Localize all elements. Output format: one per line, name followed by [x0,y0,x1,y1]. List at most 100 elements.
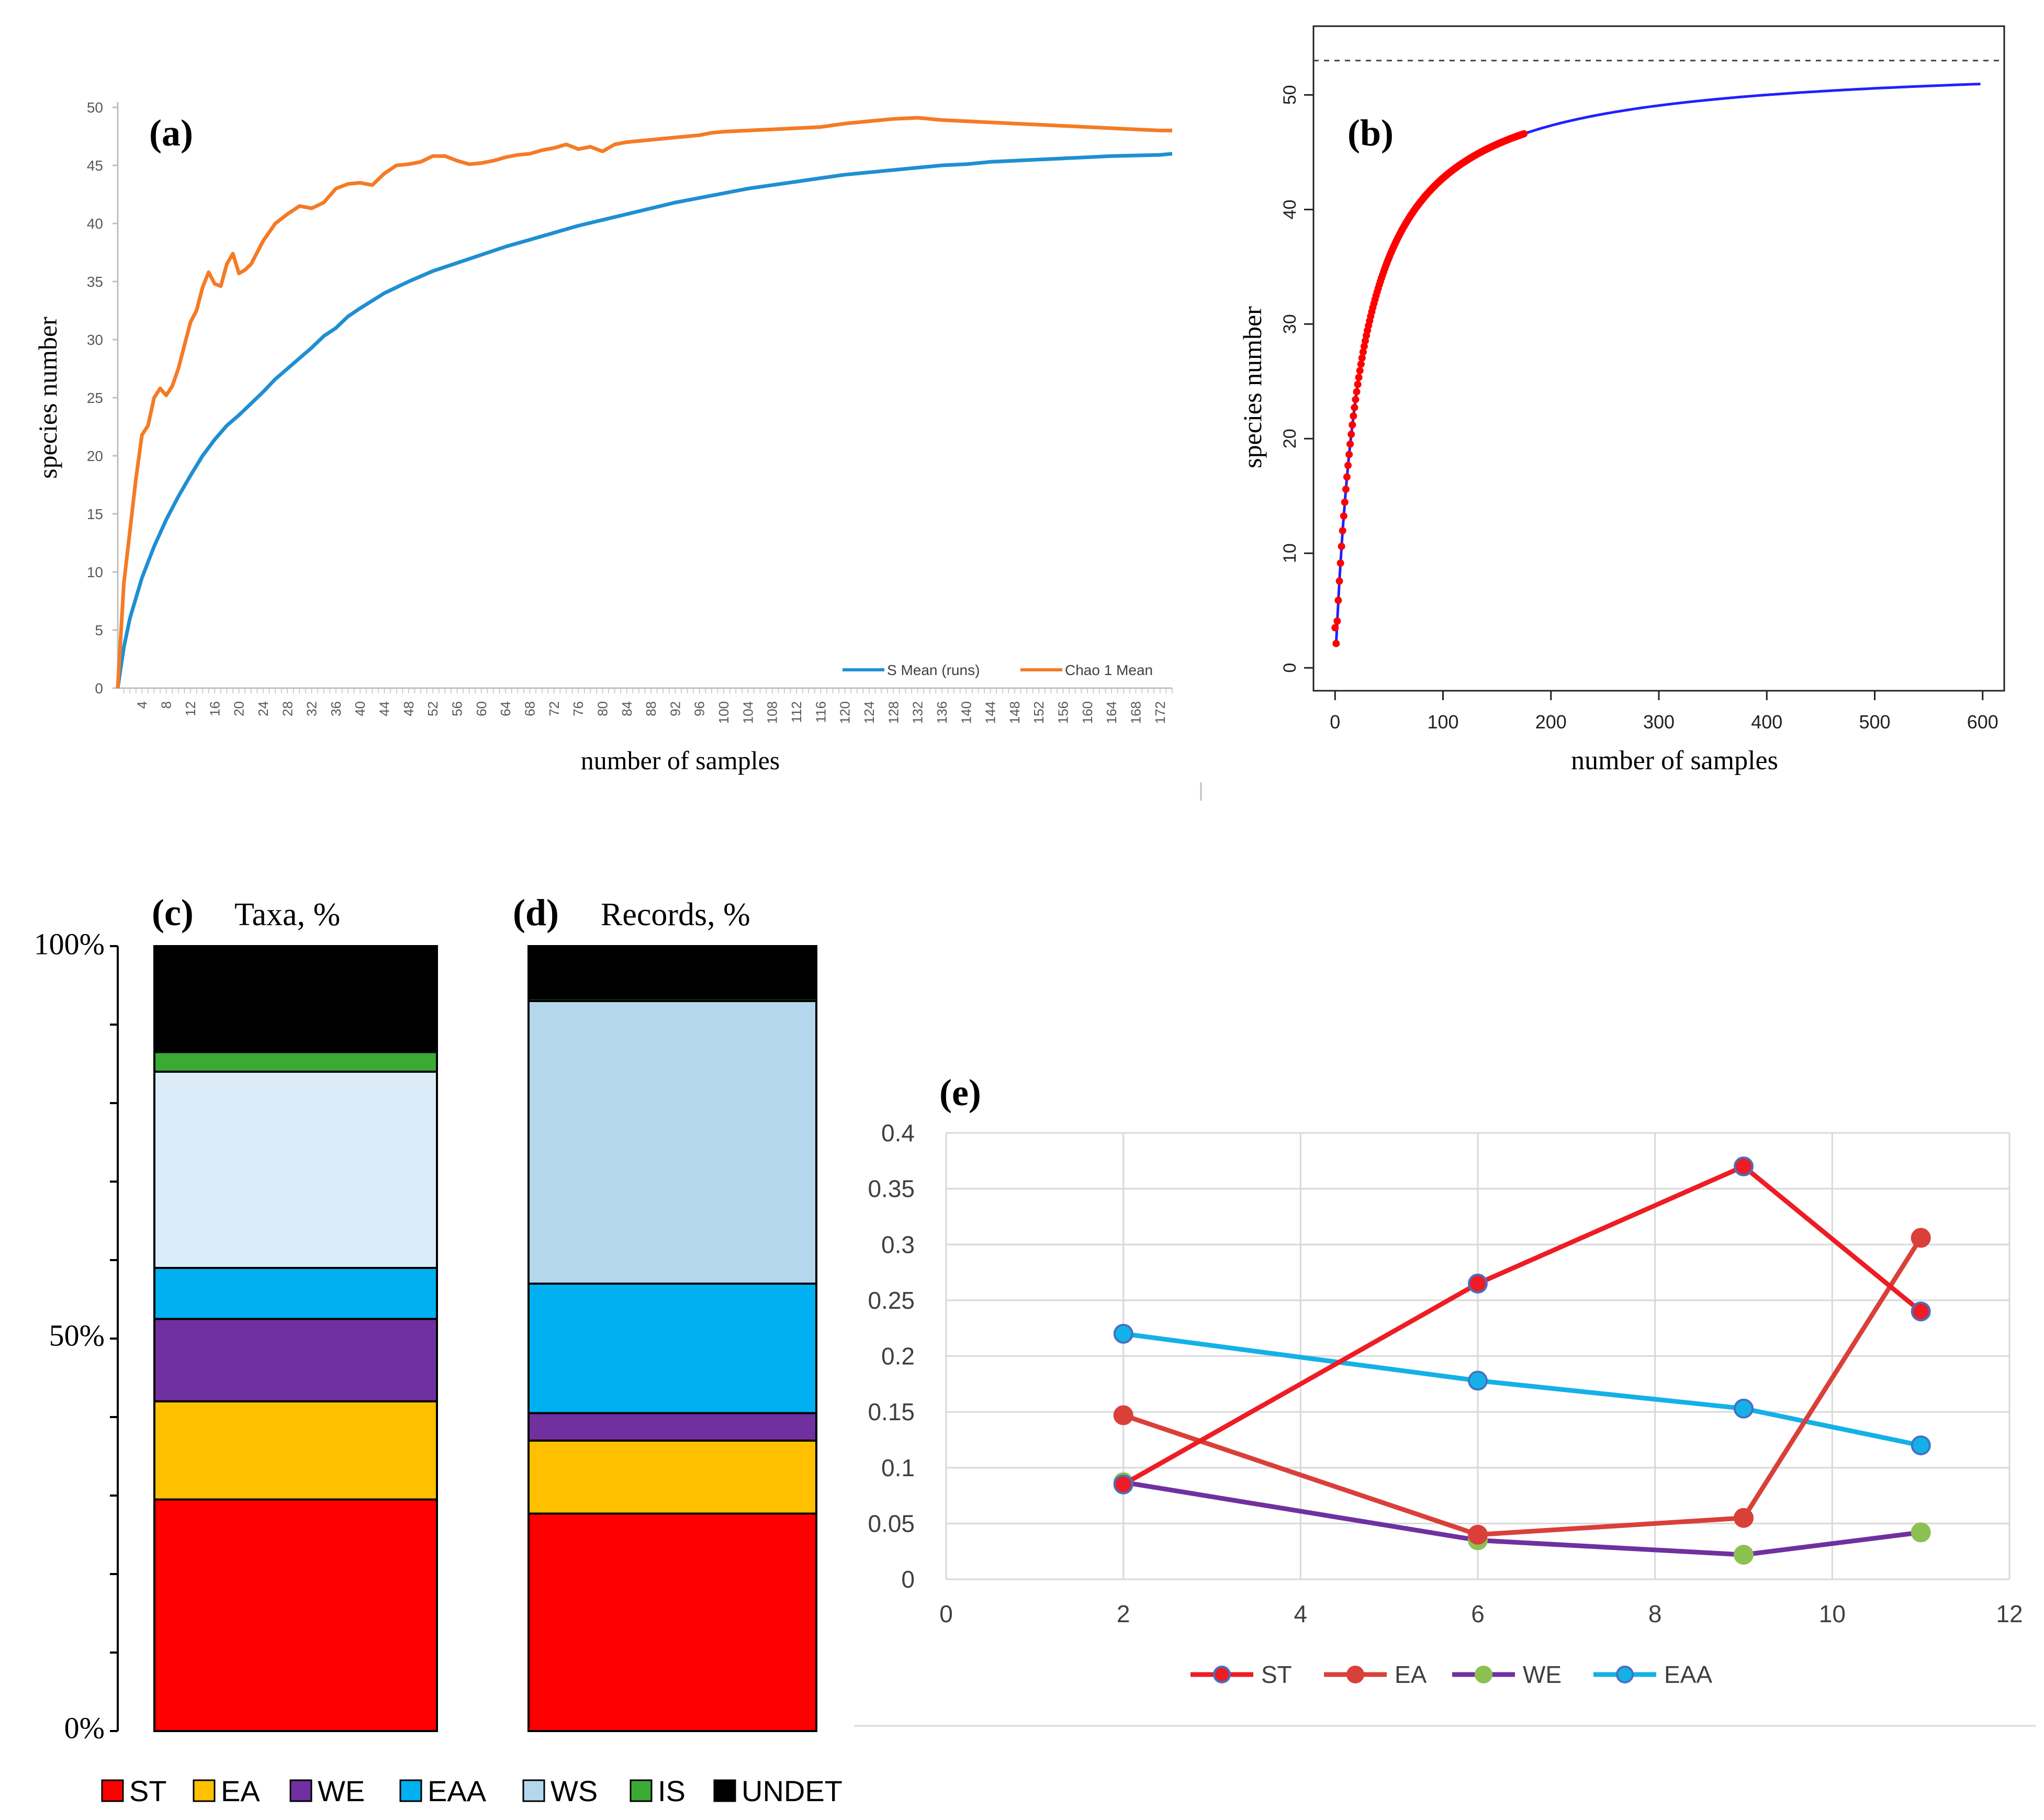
d-bar-segment-we [527,1412,817,1442]
b-x-tick-labels: 0 100 200 300 400 500 600 [1330,711,1998,733]
b-plot-frame [1312,25,2005,692]
e-point-eaa [1113,1323,1133,1344]
b-x-tick-label: 400 [1751,711,1782,733]
e-point-we [1734,1545,1754,1565]
a-x-tick-label: 64 [498,701,513,716]
a-y-tick-labels: 0 5 10 15 20 25 30 35 40 45 50 [87,99,103,696]
a-x-tick-label: 128 [885,701,901,724]
a-y-tick-label: 35 [87,274,103,290]
e-point-eaa [1911,1435,1931,1456]
a-x-tick-label: 12 [183,701,198,716]
b-y-tick-label: 10 [1280,543,1300,563]
b-observed-point [1354,380,1362,388]
b-observed-point [1342,485,1350,493]
a-x-tick-label: 92 [667,701,683,716]
a-x-tick-label: 156 [1055,701,1071,724]
b-x-axis-label: number of samples [1571,746,1778,776]
a-legend-label-s-mean: S Mean (runs) [887,662,980,678]
d-bar-segment-eaa [527,1283,817,1414]
a-y-tick-label: 25 [87,390,103,406]
cd-legend-label-ea: EA [221,1774,260,1807]
b-panel-label: (b) [1347,112,1394,154]
e-point-ea [1113,1405,1133,1425]
a-y-axis-label: species number [33,317,62,479]
cd-legend-swatch-is [630,1779,653,1802]
b-observed-point [1357,360,1365,368]
b-observed-point [1352,396,1360,403]
cd-legend-swatch-ws [522,1779,545,1802]
e-point-ea [1468,1524,1488,1545]
b-y-tick-label: 20 [1280,429,1300,448]
a-y-tick-label: 10 [87,564,103,580]
b-start-point [1331,624,1339,632]
cd-y-ticks [110,945,118,1732]
a-series-s-mean [116,152,1173,689]
cd-legend-swatch-eaa [399,1779,422,1802]
e-point-eaa [1734,1398,1754,1419]
a-x-tick-label: 68 [522,701,537,716]
b-series [1331,83,1981,647]
a-x-tick-label: 24 [255,701,271,716]
e-y-tick-label: 0.25 [868,1287,915,1314]
cd-legend-swatch-we [289,1779,312,1802]
b-observed-point [1334,597,1342,604]
a-x-tick-label: 140 [958,701,974,724]
a-series [116,116,1173,689]
a-x-tick-label: 84 [619,701,635,716]
b-observed-point [1335,577,1343,585]
c-bar-segment-is [153,1051,438,1073]
d-title: Records, % [601,897,750,933]
a-x-tick-label: 60 [474,701,489,716]
c-panel-label: (c) [152,892,194,934]
a-legend-label-chao1: Chao 1 Mean [1065,662,1153,678]
cd-legend-label-is: IS [658,1774,686,1807]
a-x-tick-label: 100 [716,701,732,724]
cd-ytick-0: 0% [64,1711,105,1745]
a-x-tick-label: 4 [134,701,150,709]
d-bar-segment-st [527,1512,817,1732]
b-observed-point [1343,473,1351,481]
a-x-tick-label: 168 [1128,701,1144,724]
d-stacked-bar [527,945,817,1732]
b-observed-point [1339,527,1346,535]
e-legend-label-eaa: EAA [1664,1661,1712,1688]
panel-c-d: 100% 50% 0% (c) Taxa, % (d) Records, % S… [34,892,843,1807]
e-legend-marker-we [1475,1666,1492,1683]
e-series-eaa [1123,1331,1922,1448]
c-bar-segment-undet [153,945,438,1053]
c-bar-segment-ws [153,1071,438,1269]
b-observed-point [1351,403,1358,411]
e-y-tick-label: 0.1 [881,1454,915,1481]
a-x-tick-label: 120 [837,701,853,724]
e-x-tick-label: 4 [1294,1600,1308,1627]
b-x-tick-label: 600 [1967,711,1998,733]
b-y-axis-label: species number [1238,306,1267,468]
a-x-tick-label: 20 [231,701,247,716]
b-x-tick-label: 0 [1330,711,1340,733]
c-bar-segment-ea [153,1400,438,1501]
c-bar-segment-we [153,1318,438,1402]
a-x-tick-label: 136 [934,701,950,724]
e-series [1113,1156,1931,1565]
a-x-tick-label: 28 [279,701,295,716]
cd-legend-swatch-undet [713,1779,736,1802]
d-bar-segment-ws [527,1000,817,1285]
b-y-tick-labels: 0 10 20 30 40 50 [1280,85,1300,672]
e-x-tick-labels: 0 2 4 6 8 10 12 [939,1600,2023,1627]
a-legend: S Mean (runs) Chao 1 Mean [843,662,1153,678]
e-y-tick-label: 0.3 [881,1231,915,1258]
b-x-tick-label: 100 [1427,711,1458,733]
a-x-tick-labels: 4 8 12 16 20 24 28 32 36 40 44 48 52 56 60 64 68 72 76 80 84… [134,701,1168,724]
a-x-axis-label: number of samples [581,746,780,775]
b-observed-point [1346,440,1354,448]
b-observed-point [1333,617,1341,625]
b-observed-point [1332,639,1340,647]
b-observed-point [1349,421,1356,429]
e-point-eaa [1468,1370,1488,1391]
e-x-tick-label: 12 [1996,1600,2023,1627]
a-axes [113,102,1173,693]
e-y-tick-label: 0.4 [881,1119,915,1147]
cd-legend-label-st: ST [129,1774,167,1807]
